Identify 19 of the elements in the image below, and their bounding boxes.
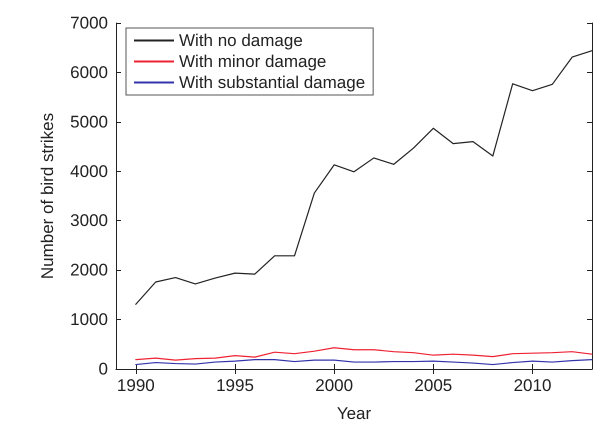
y-tick-label: 3000 [70, 211, 108, 230]
legend-label: With minor damage [179, 52, 326, 71]
x-tick-label: 2010 [514, 376, 552, 395]
line-series [135, 347, 593, 361]
x-axis-title: Year [336, 404, 372, 423]
y-axis-title: Number of bird strikes [38, 112, 57, 280]
x-tick-label: 1995 [216, 376, 254, 395]
y-tick-label: 4000 [70, 162, 108, 181]
legend-label: With substantial damage [179, 73, 366, 92]
y-tick-label: 0 [98, 360, 108, 378]
legend-label: With no damage [179, 31, 303, 50]
y-tick-label: 7000 [70, 14, 108, 32]
x-tick-label: 1990 [116, 376, 155, 395]
y-tick-label: 1000 [70, 310, 108, 330]
y-tick-label: 6000 [70, 62, 108, 82]
y-tick-label: 2000 [70, 260, 108, 280]
x-tick-label: 2005 [414, 376, 452, 395]
y-tick-label: 5000 [70, 112, 108, 132]
x-tick-label: 2000 [315, 376, 354, 395]
